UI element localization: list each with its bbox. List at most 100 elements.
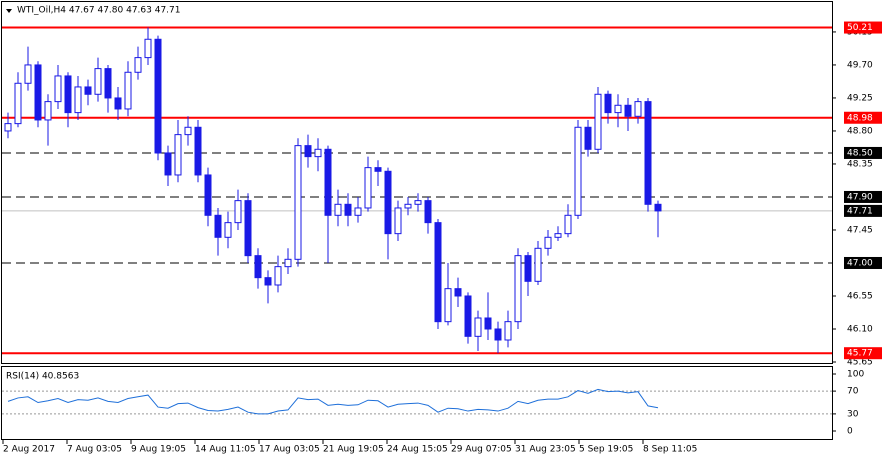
candle-body [424,200,432,224]
candle-body [514,255,522,323]
x-tick-label: 14 Aug 11:05 [195,445,256,455]
level-label: 47.00 [847,258,873,268]
x-tick-label: 9 Aug 19:05 [131,445,186,455]
candle-body [244,200,252,257]
level-label: 47.71 [847,206,873,216]
rsi-title: RSI(14) 40.8563 [6,372,79,382]
candle-body [394,207,402,235]
candle-body [184,126,192,136]
candle-body [134,57,142,73]
candle-body [334,203,342,216]
candle-body [84,86,92,95]
candle-body [584,126,592,150]
candle-body [154,38,162,154]
y-tick-label: 47.45 [847,225,873,235]
level-label-box [844,190,882,203]
level-label-box [844,204,882,217]
y-tick-label: 49.70 [847,60,873,70]
candle-body [64,75,72,114]
candle-body [94,68,102,95]
candle-body [194,126,202,176]
candle-body [34,64,42,121]
candle-body [454,288,462,297]
level-label-box [844,256,882,269]
rsi-line [7,388,659,415]
y-tick-label: 45.65 [847,358,873,368]
candle-body [474,317,482,337]
candle-body [574,126,582,216]
candle-body [484,317,492,330]
candle-body [554,233,562,238]
candle-body [414,200,422,205]
x-tick-label: 2 Aug 2017 [3,445,55,455]
candle-body [54,75,62,103]
candle-body [144,38,152,59]
y-tick-label: 49.25 [847,93,873,103]
candle-body [4,123,12,132]
candle-body [234,200,242,224]
x-tick-label: 17 Aug 03:05 [259,445,320,455]
candle-body [174,134,182,176]
candle-body [634,101,642,117]
candle-body [164,152,172,176]
candle-body [254,255,262,279]
rsi-tick-label: 100 [847,370,864,380]
candle-body [364,167,372,209]
candle-body [294,145,302,260]
candle-body [524,255,532,282]
candle-body [404,203,412,209]
candle-body [614,104,622,114]
level-label: 45.77 [847,349,873,359]
level-label: 47.90 [847,192,873,202]
x-tick-label: 7 Aug 03:05 [67,445,122,455]
candle-body [14,82,22,125]
level-label: 50.21 [847,23,873,33]
candle-body [204,174,212,216]
candle-body [504,321,512,341]
main-pane [1,1,833,364]
title-arrow [6,9,12,13]
rsi-tick-label: 30 [847,409,859,419]
level-label: 48.98 [847,113,873,123]
candle-body [644,101,652,205]
candle-body [104,68,112,99]
candle-body [374,167,382,172]
level-label-box [844,146,882,159]
candle-body [434,222,442,323]
y-tick-label: 48.80 [847,126,873,136]
rsi-tick-label: 70 [847,387,859,397]
chart-title: WTI_Oil,H4 47.67 47.80 47.63 47.71 [17,6,181,16]
candle-body [384,170,392,235]
candle-body [214,214,222,238]
y-tick-label: 48.35 [847,159,873,169]
candle-body [354,207,362,216]
x-tick-label: 5 Sep 19:05 [579,445,633,455]
candle-body [304,145,312,158]
candle-body [74,86,82,114]
candle-body [344,203,352,216]
y-tick-label: 46.10 [847,324,873,334]
candle-body [564,214,572,235]
x-tick-label: 29 Aug 07:05 [451,445,512,455]
candle-body [534,247,542,282]
candle-body [314,148,322,158]
candle-body [444,288,452,323]
candle-body [124,71,132,110]
rsi-tick-label: 0 [847,427,853,437]
candle-body [324,148,332,216]
candle-body [494,328,502,341]
candle-body [544,236,552,249]
candle-body [44,101,52,121]
x-tick-label: 21 Aug 19:05 [323,445,384,455]
level-label-box [844,111,882,124]
rsi-pane [1,366,833,440]
candle-body [464,295,472,337]
candle-body [624,104,632,117]
x-tick-label: 31 Aug 23:05 [515,445,576,455]
candle-body [274,266,282,286]
candle-body [284,258,292,268]
candle-body [594,93,602,150]
candle-body [24,64,32,84]
level-label: 48.50 [847,148,873,158]
